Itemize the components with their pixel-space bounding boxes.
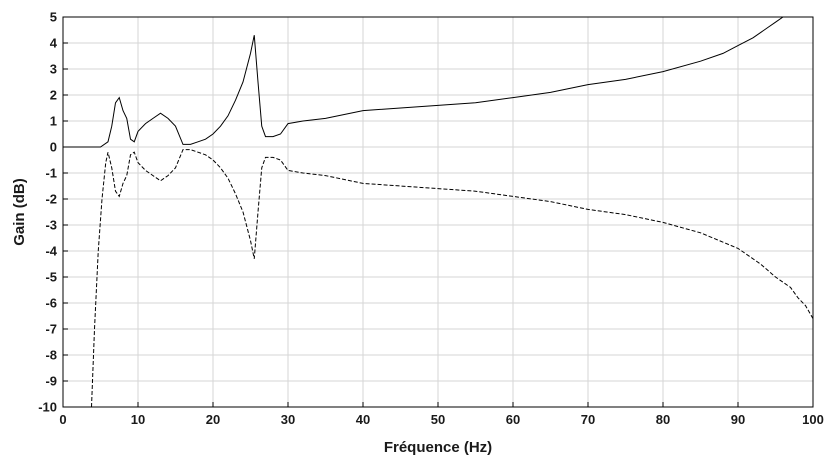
x-tick-label: 80 [656,412,670,427]
x-tick-label: 90 [731,412,745,427]
y-tick-label: -5 [45,270,57,285]
grid [63,17,813,407]
y-tick-label: 5 [50,10,57,25]
y-tick-label: -8 [45,348,57,363]
y-tick-label: -1 [45,166,57,181]
x-tick-label: 100 [802,412,824,427]
y-tick-label: 1 [50,114,57,129]
x-tick-labels: 0 10 20 30 40 50 60 70 80 90 100 [59,402,824,427]
x-tick-label: 0 [59,412,66,427]
x-tick-label: 40 [356,412,370,427]
y-tick-labels: 5 4 3 2 1 0 -1 -2 -3 -4 -5 -6 -7 -8 -9 -10 [38,10,68,415]
y-tick-label: 0 [50,140,57,155]
y-tick-label: -10 [38,400,57,415]
y-tick-label: -3 [45,218,57,233]
series-group [63,17,813,407]
y-tick-label: -2 [45,192,57,207]
dashed-series-line [91,149,813,407]
x-tick-label: 60 [506,412,520,427]
y-tick-label: -9 [45,374,57,389]
x-tick-label: 70 [581,412,595,427]
solid-series-line [63,17,784,148]
x-tick-label: 20 [206,412,220,427]
x-tick-label: 10 [131,412,145,427]
y-tick-label: -4 [45,244,57,259]
y-tick-label: 2 [50,88,57,103]
y-tick-label: 3 [50,62,57,77]
x-axis-title: Fréquence (Hz) [384,439,492,456]
y-tick-label: -6 [45,296,57,311]
x-tick-label: 50 [431,412,445,427]
x-tick-label: 30 [281,412,295,427]
y-axis-title: Gain (dB) [11,178,28,246]
y-tick-label: 4 [50,36,58,51]
y-tick-label: -7 [45,322,57,337]
